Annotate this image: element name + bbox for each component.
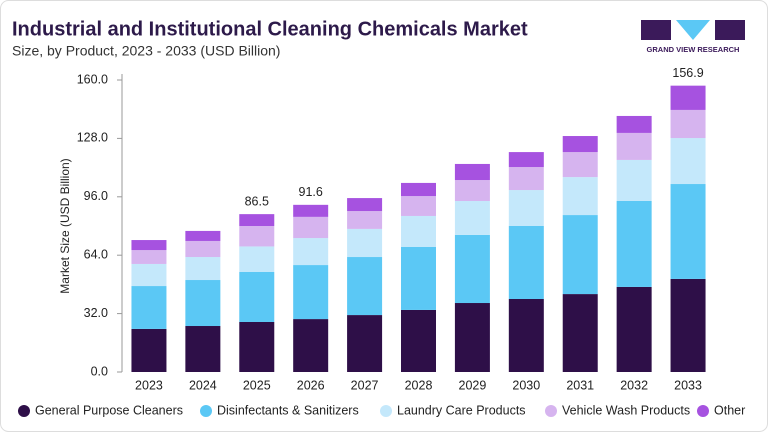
legend-swatch — [18, 405, 30, 417]
bar-segment — [347, 315, 383, 372]
legend-label: Laundry Care Products — [397, 403, 526, 417]
bar-segment — [239, 226, 275, 247]
bar-segment — [347, 198, 383, 212]
bar-segment — [454, 234, 490, 304]
bar-segment — [401, 215, 436, 247]
legend-label: General Purpose Cleaners — [35, 403, 183, 417]
x-tick-label: 2030 — [512, 378, 540, 392]
bar-segment — [562, 136, 598, 153]
bar-segment — [185, 326, 221, 372]
bar-segment — [185, 240, 221, 258]
legend-label: Disinfectants & Sanitizers — [217, 403, 359, 417]
chart-subtitle: Size, by Product, 2023 - 2033 (USD Billi… — [12, 43, 280, 59]
bar-segment — [293, 216, 329, 239]
y-tick-label: 64.0 — [84, 247, 108, 261]
bar-segment — [347, 228, 383, 258]
bar-segment — [185, 280, 221, 327]
y-tick-label: 160.0 — [77, 72, 108, 86]
bar-segment — [239, 214, 275, 226]
bar-segment — [185, 257, 221, 281]
x-tick-label: 2028 — [405, 378, 433, 392]
x-tick-label: 2032 — [620, 378, 648, 392]
legend-label: Vehicle Wash Products — [562, 403, 690, 417]
bar-segment — [239, 271, 275, 322]
bar-segment — [239, 246, 275, 272]
bar-segment — [401, 196, 436, 216]
legend-swatch — [545, 405, 557, 417]
bar-segment — [616, 200, 652, 287]
bar-segment — [562, 152, 598, 178]
x-tick-label: 2025 — [243, 378, 271, 392]
total-label: 156.9 — [672, 66, 703, 80]
y-tick-label: 0.0 — [91, 364, 108, 378]
bar-segment — [616, 115, 652, 133]
bar-segment — [616, 132, 652, 160]
bar-segment — [347, 257, 383, 316]
chart-title: Industrial and Institutional Cleaning Ch… — [12, 18, 528, 40]
bar-segment — [454, 303, 490, 372]
bar-segment — [562, 177, 598, 216]
legend-swatch — [200, 405, 212, 417]
bar-segment — [670, 85, 706, 110]
total-label: 86.5 — [245, 194, 269, 208]
bar-segment — [293, 265, 329, 320]
y-axis-label: Market Size (USD Billion) — [58, 158, 72, 293]
y-tick-label: 96.0 — [84, 189, 108, 203]
x-tick-label: 2026 — [297, 378, 325, 392]
bar-segment — [131, 328, 167, 372]
bar-segment — [347, 211, 383, 229]
bar-segment — [508, 152, 544, 168]
bar-segment — [293, 204, 329, 217]
x-tick-label: 2024 — [189, 378, 217, 392]
logo-text: GRAND VIEW RESEARCH — [647, 45, 740, 54]
bar-segment — [562, 294, 598, 372]
bar-segment — [508, 167, 544, 191]
bar-segment — [670, 109, 706, 139]
bar-segment — [239, 321, 275, 372]
bar-segment — [670, 184, 706, 279]
bar-segment — [508, 299, 544, 372]
bar-segment — [131, 240, 167, 251]
x-tick-label: 2029 — [459, 378, 487, 392]
bar-segment — [508, 190, 544, 226]
bar-segment — [508, 226, 544, 299]
bar-segment — [454, 163, 490, 181]
bar-segment — [454, 200, 490, 235]
bar-segment — [562, 215, 598, 295]
bar-segment — [401, 246, 436, 310]
legend-swatch — [697, 405, 709, 417]
y-tick-label: 32.0 — [84, 306, 108, 320]
bar-segment — [616, 159, 652, 201]
y-tick-label: 128.0 — [77, 131, 108, 145]
bar-segment — [293, 319, 329, 372]
bar-segment — [131, 250, 167, 264]
bar-segment — [670, 138, 706, 185]
x-tick-label: 2031 — [566, 378, 594, 392]
bar-segment — [454, 180, 490, 201]
x-tick-label: 2023 — [135, 378, 163, 392]
bar-segment — [401, 182, 436, 197]
bar-segment — [131, 263, 167, 287]
x-tick-label: 2027 — [351, 378, 379, 392]
bar-segment — [185, 230, 221, 241]
legend-label: Other — [714, 403, 745, 417]
bar-segment — [131, 286, 167, 329]
logo: GRAND VIEW RESEARCH — [641, 20, 745, 54]
bar-segment — [293, 238, 329, 266]
bar-segment — [616, 286, 652, 372]
legend-swatch — [380, 405, 392, 417]
bar-segment — [670, 278, 706, 372]
x-tick-label: 2033 — [674, 378, 702, 392]
bar-segment — [401, 309, 436, 372]
total-label: 91.6 — [299, 185, 323, 199]
